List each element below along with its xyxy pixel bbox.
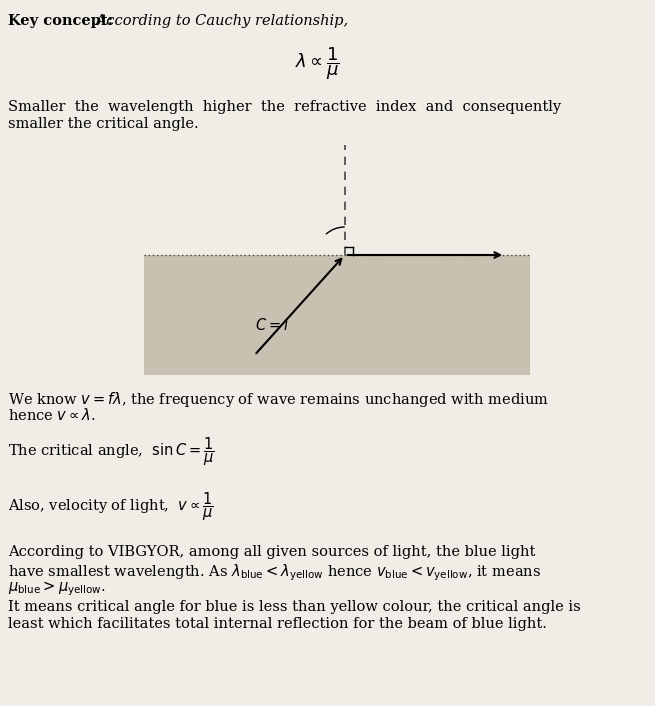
Text: We know $v = f\lambda$, the frequency of wave remains unchanged with medium: We know $v = f\lambda$, the frequency of… (8, 390, 549, 409)
Text: Also, velocity of light,  $v \propto \dfrac{1}{\mu}$: Also, velocity of light, $v \propto \dfr… (8, 490, 214, 522)
Text: $C = i$: $C = i$ (255, 317, 289, 333)
Text: $\mu_{\mathrm{blue}} > \mu_{\mathrm{yellow}}$.: $\mu_{\mathrm{blue}} > \mu_{\mathrm{yell… (8, 579, 105, 597)
Text: The critical angle,  $\sin C = \dfrac{1}{\mu}$: The critical angle, $\sin C = \dfrac{1}{… (8, 435, 215, 467)
Text: According to Cauchy relationship,: According to Cauchy relationship, (91, 14, 348, 28)
Text: Smaller  the  wavelength  higher  the  refractive  index  and  consequently: Smaller the wavelength higher the refrac… (8, 100, 561, 114)
Text: hence $v \propto \lambda$.: hence $v \propto \lambda$. (8, 407, 96, 423)
Text: It means critical angle for blue is less than yellow colour, the critical angle : It means critical angle for blue is less… (8, 600, 581, 614)
Bar (144, 255, 530, 375)
Text: According to VIBGYOR, among all given sources of light, the blue light: According to VIBGYOR, among all given so… (8, 545, 535, 559)
Text: $\lambda \propto \dfrac{1}{\mu}$: $\lambda \propto \dfrac{1}{\mu}$ (295, 45, 340, 82)
Text: least which facilitates total internal reflection for the beam of blue light.: least which facilitates total internal r… (8, 617, 547, 631)
Text: smaller the critical angle.: smaller the critical angle. (8, 117, 198, 131)
Text: Key concept:: Key concept: (8, 14, 113, 28)
Text: have smallest wavelength. As $\lambda_{\mathrm{blue}} < \lambda_{\mathrm{yellow}: have smallest wavelength. As $\lambda_{\… (8, 562, 541, 582)
